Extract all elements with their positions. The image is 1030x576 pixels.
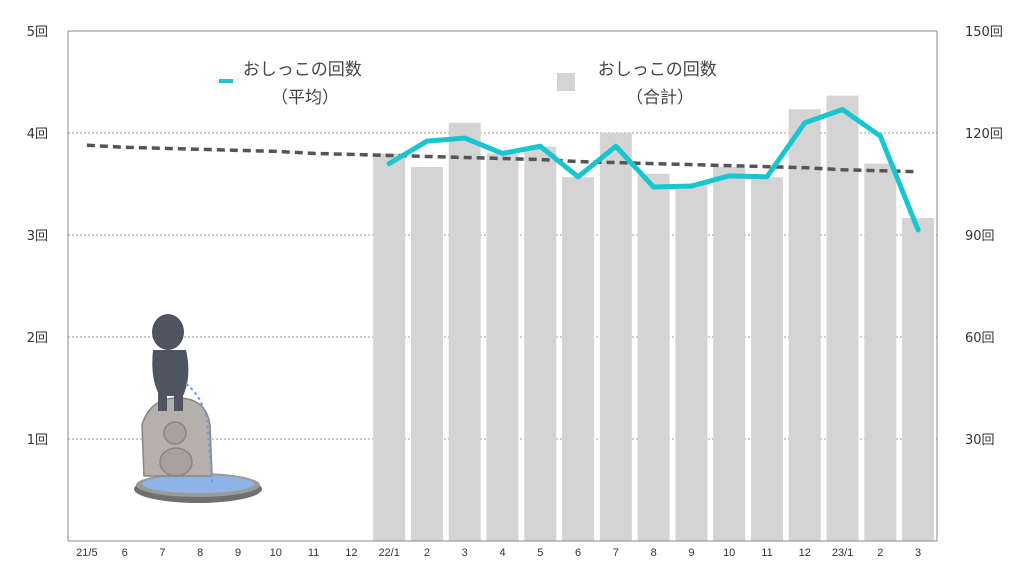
right-tick-label: 150回 bbox=[965, 25, 1003, 40]
x-tick-label: 23/1 bbox=[832, 547, 853, 559]
x-tick-label: 12 bbox=[345, 547, 357, 559]
legend-label-average: おしっこの回数 （平均） bbox=[243, 60, 367, 108]
x-tick-label: 10 bbox=[270, 547, 282, 559]
average-line bbox=[386, 107, 921, 233]
right-tick-label: 60回 bbox=[965, 331, 995, 346]
bar bbox=[599, 133, 632, 541]
bar bbox=[826, 95, 859, 541]
bar bbox=[902, 218, 935, 541]
x-tick-label: 5 bbox=[537, 547, 543, 559]
bar bbox=[675, 184, 708, 541]
trendline bbox=[86, 143, 919, 174]
x-tick-label: 8 bbox=[651, 547, 657, 559]
bar bbox=[562, 177, 595, 541]
right-axis-ticks: 30回 60回 90回 120回 150回 bbox=[965, 25, 1003, 448]
left-tick-label: 5回 bbox=[27, 25, 48, 40]
x-tick-label: 22/1 bbox=[378, 547, 399, 559]
x-tick-label: 2 bbox=[424, 547, 430, 559]
x-tick-label: 3 bbox=[462, 547, 468, 559]
bar-series bbox=[373, 95, 935, 542]
trendline-series bbox=[86, 143, 919, 174]
left-tick-label: 4回 bbox=[27, 127, 48, 142]
bar bbox=[788, 109, 821, 541]
bar bbox=[524, 146, 557, 541]
x-tick-label: 11 bbox=[761, 547, 772, 559]
x-tick-label: 7 bbox=[613, 547, 619, 559]
legend: おしっこの回数 （平均） おしっこの回数 （合計） bbox=[219, 60, 722, 108]
left-tick-label: 2回 bbox=[27, 331, 48, 346]
x-tick-label: 3 bbox=[915, 547, 921, 559]
legend-label-total-line2: （合計） bbox=[626, 88, 694, 108]
x-tick-label: 10 bbox=[723, 547, 735, 559]
manneken-pis-statue-icon bbox=[134, 314, 262, 503]
legend-line-marker bbox=[219, 79, 233, 83]
plot-frame bbox=[67, 30, 938, 542]
bar bbox=[864, 163, 897, 541]
left-axis-ticks: 1回 2回 3回 4回 5回 bbox=[27, 25, 48, 448]
legend-label-average-line1: おしっこの回数 bbox=[243, 60, 362, 80]
bar bbox=[637, 173, 670, 542]
x-tick-label: 2 bbox=[877, 547, 883, 559]
x-tick-label: 12 bbox=[799, 547, 811, 559]
x-axis-ticks: 21/5 6 7 8 9 10 11 12 22/1 2 3 4 5 6 7 8 9 10 11 12 23/1 2 3 bbox=[76, 547, 921, 559]
legend-label-average-line2: （平均） bbox=[271, 88, 339, 108]
x-tick-label: 11 bbox=[308, 547, 319, 559]
left-tick-label: 3回 bbox=[27, 229, 48, 244]
x-tick-label: 8 bbox=[197, 547, 203, 559]
average-line-series bbox=[386, 107, 921, 233]
bar bbox=[713, 167, 746, 541]
legend-square-marker bbox=[557, 73, 575, 91]
bar bbox=[750, 177, 783, 541]
left-tick-label: 1回 bbox=[27, 433, 48, 448]
x-tick-label: 21/5 bbox=[76, 547, 97, 559]
x-tick-label: 9 bbox=[235, 547, 241, 559]
x-tick-label: 9 bbox=[688, 547, 694, 559]
legend-label-total: おしっこの回数 （合計） bbox=[598, 60, 722, 108]
x-tick-label: 4 bbox=[499, 547, 505, 559]
right-tick-label: 90回 bbox=[965, 229, 995, 244]
bar bbox=[448, 122, 481, 542]
legend-label-total-line1: おしっこの回数 bbox=[598, 60, 717, 80]
x-tick-label: 6 bbox=[122, 547, 128, 559]
right-tick-label: 120回 bbox=[965, 127, 1003, 142]
right-tick-label: 30回 bbox=[965, 433, 995, 448]
bar bbox=[486, 153, 519, 541]
x-tick-label: 7 bbox=[159, 547, 165, 559]
x-tick-label: 6 bbox=[575, 547, 581, 559]
bar bbox=[373, 153, 406, 541]
bar bbox=[410, 167, 443, 541]
